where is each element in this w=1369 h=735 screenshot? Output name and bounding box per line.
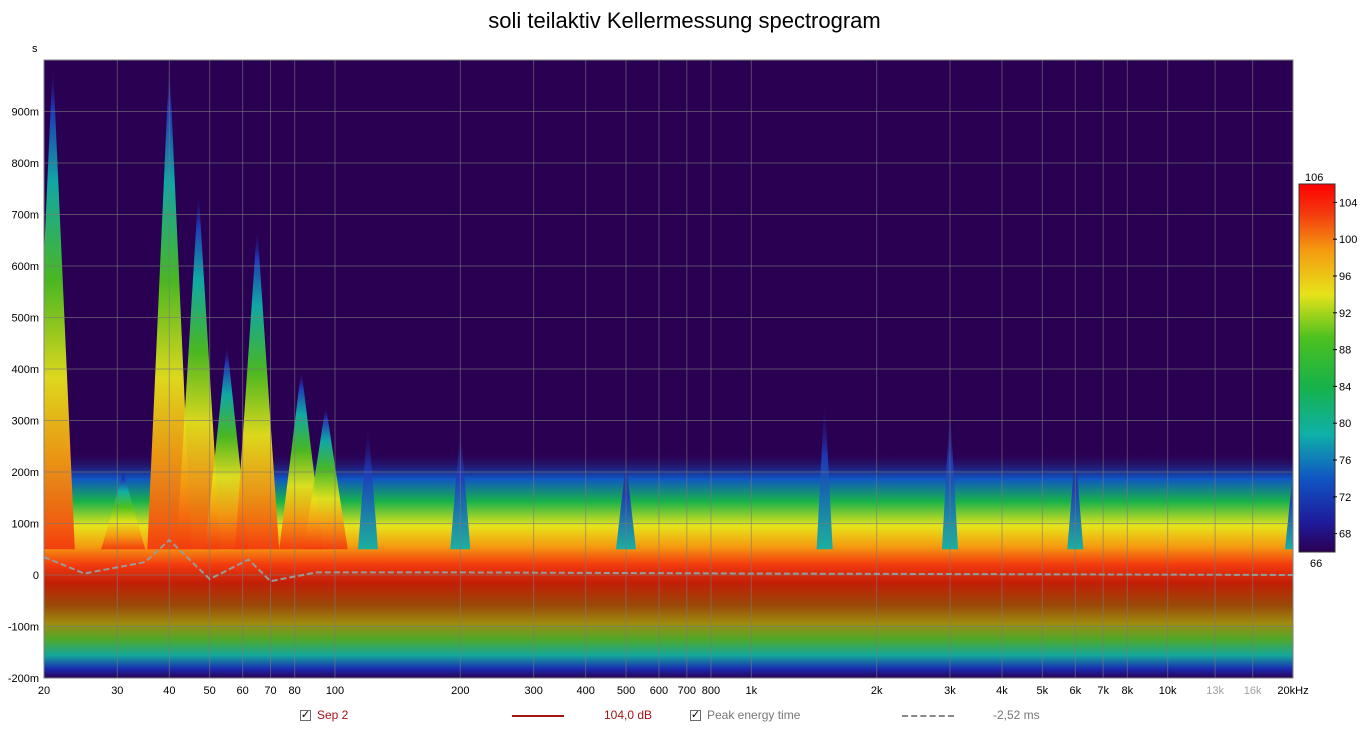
x-tick-label-3: 50: [204, 685, 216, 697]
x-tick-label-11: 500: [617, 685, 635, 697]
x-tick-label-8: 200: [451, 685, 469, 697]
x-tick-label-17: 3k: [944, 685, 956, 697]
checkmark-icon[interactable]: ✓: [690, 708, 701, 721]
legend-peak-toggle[interactable]: ✓ Peak energy time: [690, 708, 800, 722]
legend-series-swatch: [512, 715, 564, 717]
peak-energy-time-line: [44, 538, 1293, 583]
grid-lines: [43, 60, 1294, 679]
x-tick-label-5: 70: [264, 685, 276, 697]
x-tick-label-13: 700: [678, 685, 696, 697]
decay-peak-14: [1285, 472, 1293, 550]
y-axis-unit: s: [32, 43, 38, 55]
decay-peak-7: [303, 405, 348, 550]
legend-series-value: 104,0 dB: [604, 708, 653, 722]
legend-peak-swatch: [902, 715, 954, 717]
checkmark-icon[interactable]: ✓: [300, 708, 311, 721]
colorbar-tick-label-9: 68: [1339, 529, 1351, 541]
y-tick-label-4: 500m: [11, 313, 39, 325]
y-tick-label-1: 800m: [11, 158, 39, 170]
colorbar-min-label: 66: [1310, 558, 1322, 570]
y-tick-label-11: -200m: [8, 673, 39, 685]
colorbar-tick-label-1: 100: [1339, 234, 1357, 246]
x-tick-label-12: 600: [650, 685, 668, 697]
spectrogram-chart: 900m 800m 700m 600m 500m 400m 300m 200m 100m 0 -10…: [8, 59, 1357, 697]
x-tick-label-22: 8k: [1122, 685, 1134, 697]
legend-series-name: Sep 2: [317, 708, 349, 722]
y-tick-label-6: 300m: [11, 416, 39, 428]
decay-peak-4: [204, 343, 249, 550]
y-axis-ticks: 900m 800m 700m 600m 500m 400m 300m 200m 100m 0 -10…: [8, 107, 39, 686]
x-tick-label-24: 13k: [1206, 685, 1224, 697]
x-tick-label-4: 60: [237, 685, 249, 697]
y-tick-label-10: -100m: [8, 622, 39, 634]
x-tick-label-6: 80: [289, 685, 301, 697]
y-tick-label-3: 600m: [11, 261, 39, 273]
colorbar-tick-label-2: 96: [1339, 271, 1351, 283]
legend-series-toggle[interactable]: ✓ Sep 2: [300, 708, 348, 722]
y-tick-label-2: 700m: [11, 210, 39, 222]
y-tick-label-8: 100m: [11, 519, 39, 531]
x-tick-label-0: 20: [38, 685, 50, 697]
x-tick-label-14: 800: [702, 685, 720, 697]
colorbar: [1298, 183, 1336, 553]
x-tick-label-7: 100: [326, 685, 344, 697]
x-axis-ticks: 20 30 40 50 60 70 80 100 200 300 400 500 600 700 800 1k…: [38, 685, 1309, 697]
decay-peak-5: [235, 224, 280, 550]
chart-title: soli teilaktiv Kellermessung spectrogram: [488, 8, 881, 33]
x-tick-label-2: 40: [163, 685, 175, 697]
y-tick-label-5: 400m: [11, 364, 39, 376]
colorbar-tick-label-5: 84: [1339, 381, 1351, 393]
colorbar-max-label: 106: [1305, 172, 1323, 184]
x-tick-label-26: 20kHz: [1277, 685, 1308, 697]
colorbar-tick-label-3: 92: [1339, 308, 1351, 320]
colorbar-tick-label-8: 72: [1339, 492, 1351, 504]
legend: ✓ Sep 2 104,0 dB ✓ Peak energy time -2,5…: [0, 704, 1369, 728]
x-tick-label-16: 2k: [871, 685, 883, 697]
colorbar-tick-label-4: 88: [1339, 345, 1351, 357]
x-tick-label-21: 7k: [1097, 685, 1109, 697]
x-tick-label-9: 300: [524, 685, 542, 697]
decay-peak-0: [44, 60, 75, 550]
legend-peak-value: -2,52 ms: [993, 708, 1040, 722]
colorbar-tick-label-7: 76: [1339, 455, 1351, 467]
y-tick-label-0: 900m: [11, 107, 39, 119]
colorbar-tick-label-6: 80: [1339, 418, 1351, 430]
decay-peak-8: [357, 420, 378, 550]
x-tick-label-19: 5k: [1037, 685, 1049, 697]
y-tick-label-7: 200m: [11, 467, 39, 479]
peak-energy-time-curve: [44, 538, 1293, 583]
spectrogram-field: [44, 60, 1293, 678]
colorbar-tick-label-0: 104: [1339, 197, 1357, 209]
x-tick-label-15: 1k: [746, 685, 758, 697]
colorbar-ticks: 104 100 96 92 88 84 80 76 72 68: [1333, 197, 1357, 541]
plot-border: [43, 59, 1294, 679]
decay-peak-1: [101, 472, 146, 550]
x-tick-label-20: 6k: [1069, 685, 1081, 697]
x-tick-label-23: 10k: [1159, 685, 1177, 697]
x-tick-label-18: 4k: [996, 685, 1008, 697]
x-tick-label-25: 16k: [1244, 685, 1262, 697]
x-tick-label-1: 30: [111, 685, 123, 697]
legend-peak-label: Peak energy time: [707, 708, 801, 722]
y-tick-label-9: 0: [33, 570, 39, 582]
x-tick-label-10: 400: [576, 685, 594, 697]
